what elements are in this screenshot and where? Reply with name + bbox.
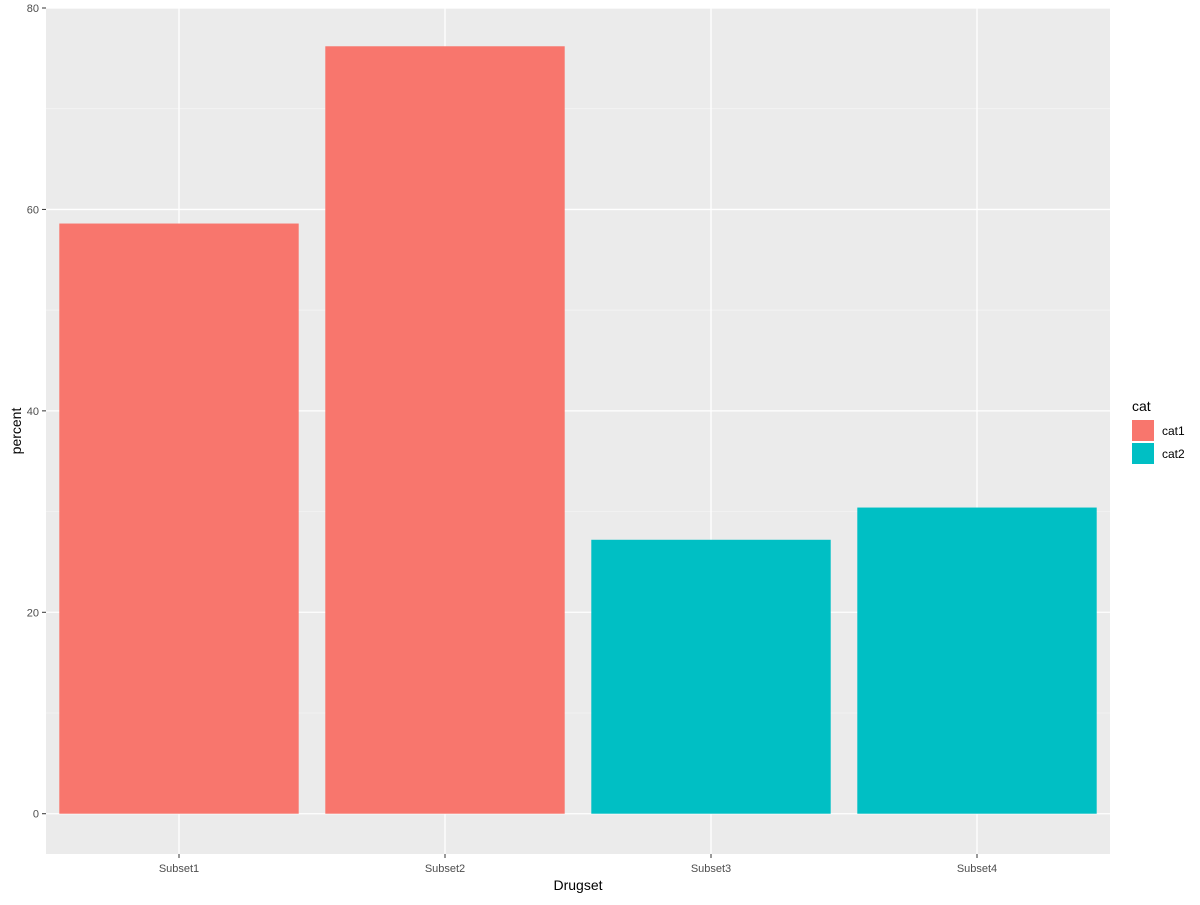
bar-subset1 bbox=[59, 223, 299, 814]
y-tick-label: 40 bbox=[27, 406, 39, 418]
y-tick-label: 60 bbox=[27, 204, 39, 216]
legend-key-cat2 bbox=[1132, 443, 1154, 464]
x-tick-label: Subset3 bbox=[691, 863, 731, 875]
x-tick-label: Subset2 bbox=[425, 863, 465, 875]
y-tick-label: 20 bbox=[27, 607, 39, 619]
legend: cat cat1 cat2 bbox=[1132, 398, 1185, 464]
x-axis-title: Drugset bbox=[553, 877, 602, 893]
y-axis: 0 20 40 60 80 bbox=[27, 3, 46, 821]
bar-subset4 bbox=[857, 507, 1097, 814]
y-tick-label: 0 bbox=[33, 809, 39, 821]
legend-label-cat1: cat1 bbox=[1162, 424, 1185, 438]
bar-subset3 bbox=[591, 539, 831, 814]
x-axis: Subset1 Subset2 Subset3 Subset4 bbox=[159, 854, 997, 875]
x-tick-label: Subset1 bbox=[159, 863, 199, 875]
bars bbox=[59, 46, 1097, 814]
x-tick-label: Subset4 bbox=[957, 863, 997, 875]
y-tick-label: 80 bbox=[27, 3, 39, 15]
bar-subset2 bbox=[325, 46, 565, 814]
legend-label-cat2: cat2 bbox=[1162, 447, 1185, 461]
legend-title: cat bbox=[1132, 398, 1151, 414]
y-axis-title: percent bbox=[8, 408, 24, 455]
legend-key-cat1 bbox=[1132, 420, 1154, 441]
